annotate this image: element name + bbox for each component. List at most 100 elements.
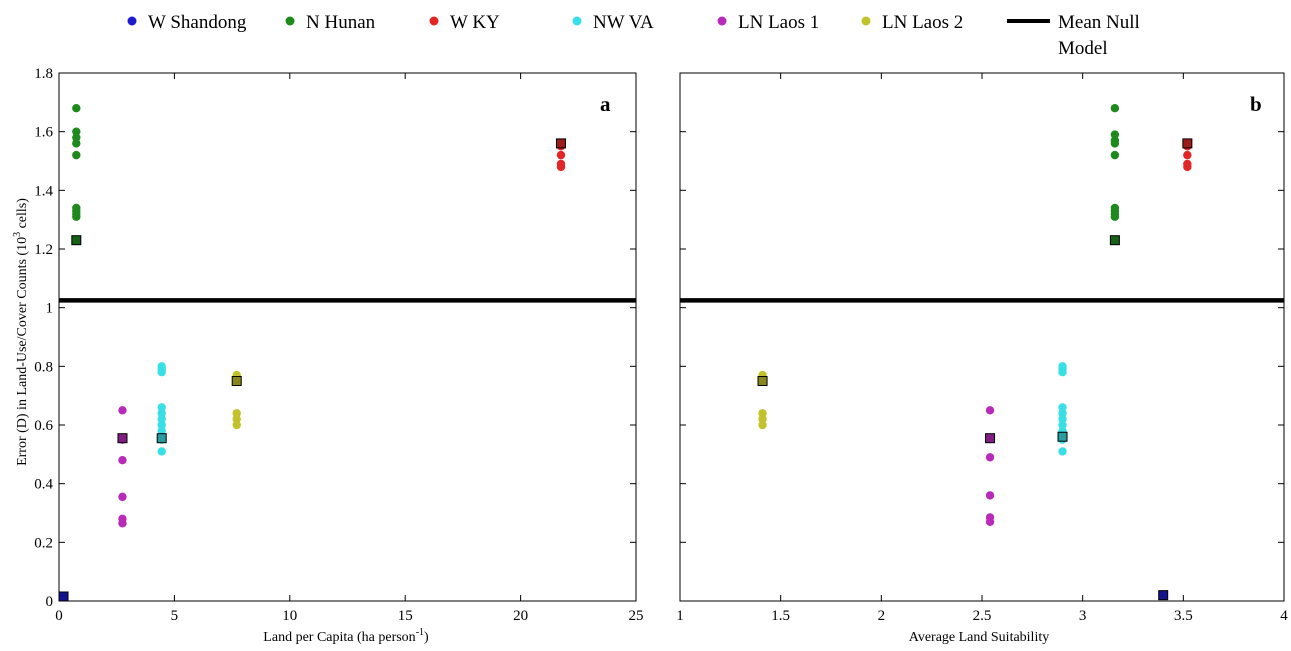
legend-item-n-hunan: N Hunan: [285, 12, 376, 33]
data-point-ln-laos-1: [118, 492, 127, 502]
plot-frame-b: [679, 72, 1285, 602]
mean-marker-w-ky: [1182, 138, 1193, 149]
data-point-w-ky: [1183, 150, 1192, 160]
legend-marker-nw-va: [572, 16, 582, 26]
data-point-n-hunan: [1110, 212, 1120, 221]
panel-a-x-axis-label-suffix: ): [424, 630, 429, 645]
data-point-nw-va: [1058, 414, 1067, 424]
x-tick-label: 20: [513, 608, 528, 624]
data-point-n-hunan: [1110, 104, 1120, 113]
panel-a-x-axis-label-text: Land per Capita (ha person: [263, 630, 415, 645]
panel-a-x-axis-label: Land per Capita (ha person-1): [263, 627, 429, 645]
data-point-nw-va: [1058, 447, 1067, 456]
legend-item-nw-va: NW VA: [572, 12, 654, 33]
data-point-n-hunan: [72, 212, 81, 221]
x-tick-label: 2.5: [973, 608, 992, 624]
data-point-nw-va: [1058, 420, 1067, 430]
legend-marker-ln-laos-1: [717, 16, 727, 26]
data-point-n-hunan: [72, 133, 81, 142]
legend-marker-ln-laos-2: [861, 16, 871, 26]
legend-marker-w-ky: [429, 16, 439, 26]
legend-marker-n-hunan: [285, 16, 295, 26]
series-w-ky: [1182, 138, 1193, 172]
data-point-nw-va: [1058, 368, 1067, 377]
data-point-nw-va: [157, 409, 166, 418]
series-nw-va: [156, 362, 167, 456]
x-tick-label: 0: [55, 608, 63, 624]
legend-item-ln-laos-2: LN Laos 2: [861, 12, 963, 33]
mean-marker-w-shandong: [1158, 590, 1169, 601]
legend-item-w-shandong: W Shandong: [127, 12, 247, 33]
data-point-ln-laos-1: [985, 406, 995, 415]
panel-a: 0 0.2 0.4 0.6 0.8 1 1.2 1.4 1.6 1.8 0 5 10 15 20 25 a: [34, 66, 643, 624]
data-point-nw-va: [1058, 409, 1067, 418]
y-axis-label-superscript: 3: [12, 232, 23, 237]
legend: W Shandong N Hunan W KY NW VA LN Laos 1 LN La…: [127, 12, 1140, 59]
series-n-hunan: [71, 104, 82, 246]
series-ln-laos-1: [117, 406, 128, 528]
data-point-ln-laos-2: [232, 420, 241, 430]
data-point-ln-laos-1: [118, 519, 127, 528]
data-point-nw-va: [157, 368, 166, 377]
data-point-ln-laos-1: [985, 517, 995, 526]
data-point-n-hunan: [72, 139, 81, 148]
mean-marker-n-hunan: [1109, 235, 1120, 246]
series-ln-laos-2: [757, 370, 768, 430]
mean-marker-ln-laos-2: [757, 376, 768, 386]
panel-b-x-axis-label-text: Average Land Suitability: [909, 630, 1049, 645]
x-tick-label: 2: [878, 608, 886, 624]
y-tick-label: 0.2: [34, 535, 53, 551]
y-tick-label: 1.8: [34, 66, 53, 82]
mean-marker-nw-va: [156, 433, 167, 444]
data-point-n-hunan: [72, 127, 81, 136]
panel-letter-a: a: [600, 92, 611, 116]
panel-letter-b: b: [1250, 92, 1262, 116]
x-tick-label: 5: [171, 608, 179, 624]
x-tick-label: 15: [398, 608, 413, 624]
panel-b: 1 1.5 2 2.5 3 3.5 4 b: [676, 72, 1288, 624]
y-axis-label: Error (D) in Land-Use/Cover Counts (103 …: [12, 198, 30, 466]
mean-marker-w-ky: [555, 138, 566, 149]
data-point-w-ky: [556, 150, 566, 160]
mean-marker-w-shandong: [58, 591, 69, 602]
x-tick-label: 1: [676, 608, 684, 624]
data-point-ln-laos-2: [758, 414, 767, 424]
data-point-n-hunan: [1110, 150, 1120, 160]
data-point-nw-va: [157, 420, 166, 430]
legend-label-mean-null-model-line2: Model: [1058, 38, 1108, 59]
x-tick-label: 4: [1280, 608, 1288, 624]
legend-label-ln-laos-1: LN Laos 1: [738, 12, 819, 33]
y-tick-label: 0.8: [34, 359, 53, 375]
y-tick-label: 1.2: [34, 242, 53, 258]
legend-label-nw-va: NW VA: [593, 12, 654, 33]
data-point-w-ky: [1183, 162, 1192, 172]
data-point-ln-laos-1: [985, 453, 995, 462]
legend-label-ln-laos-2: LN Laos 2: [882, 12, 963, 33]
y-tick-label: 1.4: [34, 183, 53, 199]
x-tick-label: 10: [282, 608, 297, 624]
data-point-n-hunan: [72, 150, 81, 160]
x-tick-label: 25: [629, 608, 644, 624]
data-point-nw-va: [157, 447, 166, 456]
x-tick-label: 3.5: [1174, 608, 1193, 624]
data-point-n-hunan: [1110, 130, 1120, 139]
plot-frame-a: [58, 72, 637, 602]
panel-a-x-axis-label-superscript: -1: [416, 627, 424, 638]
data-point-ln-laos-2: [758, 420, 767, 430]
legend-marker-w-shandong: [127, 16, 137, 26]
x-tick-label: 1.5: [771, 608, 790, 624]
mean-marker-nw-va: [1057, 431, 1068, 442]
mean-marker-ln-laos-1: [985, 433, 996, 444]
legend-item-w-ky: W KY: [429, 12, 500, 33]
data-point-n-hunan: [1110, 139, 1120, 148]
legend-item-ln-laos-1: LN Laos 1: [717, 12, 819, 33]
series-ln-laos-2: [231, 370, 242, 430]
y-tick-label: 0: [46, 594, 54, 610]
series-w-shandong: [58, 591, 69, 602]
y-axis-label-text: Error (D) in Land-Use/Cover Counts (10: [15, 237, 30, 466]
legend-label-n-hunan: N Hunan: [306, 12, 376, 33]
data-point-ln-laos-1: [118, 406, 127, 415]
y-axis-label-suffix: cells): [15, 198, 30, 232]
y-tick-label: 0.6: [34, 418, 53, 434]
